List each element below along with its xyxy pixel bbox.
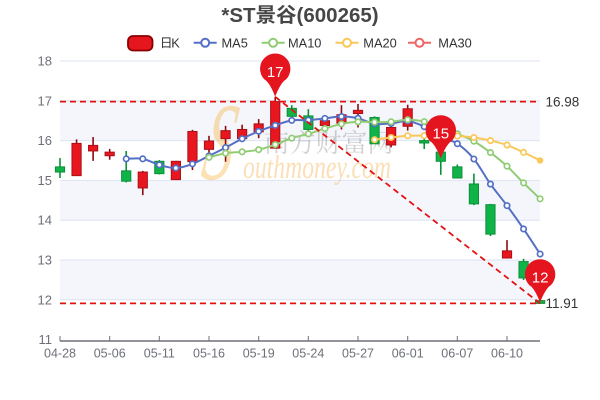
svg-text:06-07: 06-07 xyxy=(441,347,473,361)
svg-text:K: K xyxy=(171,35,180,50)
svg-text:16: 16 xyxy=(38,133,52,148)
svg-text:17: 17 xyxy=(38,93,52,108)
svg-text:04-28: 04-28 xyxy=(44,347,76,361)
svg-text:18: 18 xyxy=(38,54,52,69)
svg-text:15: 15 xyxy=(38,173,52,188)
svg-text:14: 14 xyxy=(38,213,52,228)
svg-text:outhmoney.com: outhmoney.com xyxy=(243,150,391,186)
svg-text:11.91: 11.91 xyxy=(546,296,579,311)
svg-text:05-16: 05-16 xyxy=(193,347,225,361)
svg-text:05-19: 05-19 xyxy=(243,347,275,361)
svg-text:17: 17 xyxy=(267,64,284,81)
svg-text:MA5: MA5 xyxy=(222,35,248,50)
svg-text:12: 12 xyxy=(38,292,52,307)
svg-text:*ST: *ST xyxy=(221,4,256,27)
svg-text:05-06: 05-06 xyxy=(94,347,126,361)
svg-text:06-01: 06-01 xyxy=(392,347,424,361)
svg-text:13: 13 xyxy=(38,253,52,268)
svg-text:05-24: 05-24 xyxy=(292,347,324,361)
svg-text:11: 11 xyxy=(39,332,53,347)
svg-text:MA20: MA20 xyxy=(363,35,396,50)
svg-text:12: 12 xyxy=(532,270,549,287)
svg-text:MA10: MA10 xyxy=(288,35,321,50)
svg-text:(600265): (600265) xyxy=(297,4,379,27)
svg-text:16.98: 16.98 xyxy=(546,94,580,109)
svg-text:05-11: 05-11 xyxy=(144,347,175,361)
svg-text:MA30: MA30 xyxy=(438,35,471,50)
svg-text:05-27: 05-27 xyxy=(342,347,374,361)
svg-text:15: 15 xyxy=(432,126,449,143)
svg-text:06-10: 06-10 xyxy=(491,347,523,361)
